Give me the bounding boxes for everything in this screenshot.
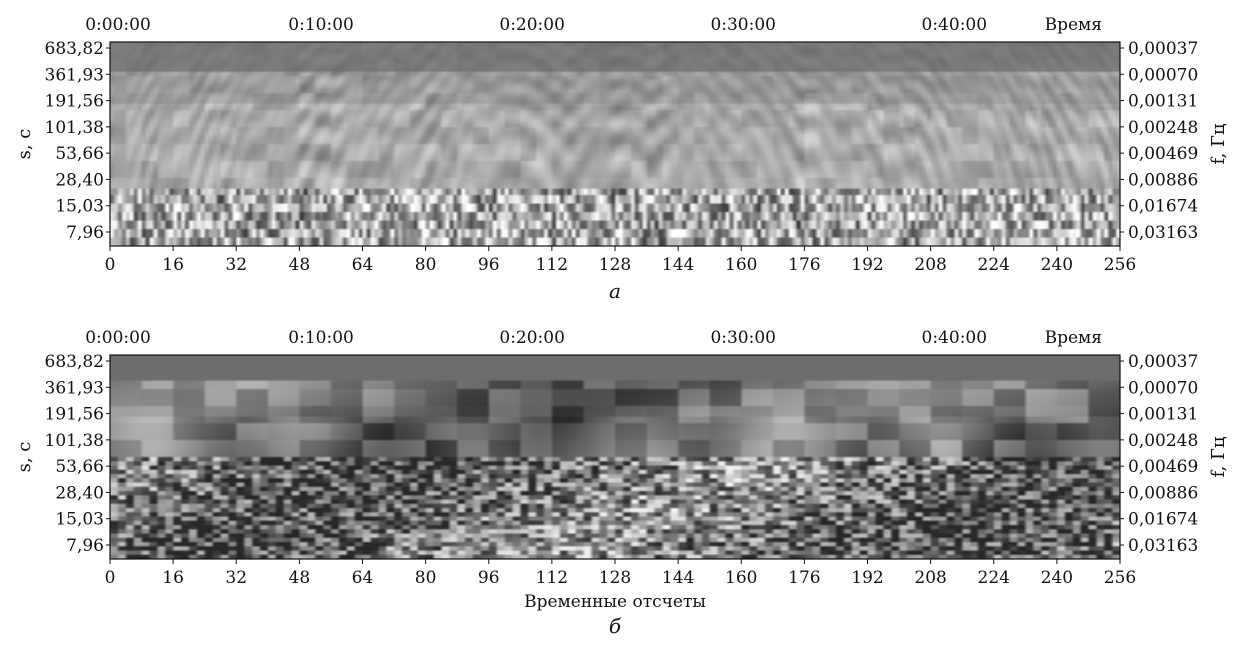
scalogram-panel-b: 0 16 32 48 64 80 96 112 128 144 160 176 192 208 224 240…: [0, 325, 1246, 650]
y-tick-label-right: 0,00070: [1128, 378, 1198, 398]
y-tick-label-left: 191,56: [45, 92, 104, 112]
time-tick-label: 0:00:00: [85, 15, 151, 35]
y-tick-label-right: 0,03163: [1128, 536, 1198, 556]
scalogram-b-svg: 0 16 32 48 64 80 96 112 128 144 160 176 192 208 224 240…: [14, 328, 1229, 638]
time-tick-label: 0:40:00: [922, 15, 988, 35]
time-axis-label: Время: [1045, 15, 1102, 35]
scalogram-panel-a: 0 16 32 48 64 80 96 112 128 144 160 176 192 208 224 240…: [0, 0, 1246, 318]
y-tick-label-left: 191,56: [45, 405, 104, 425]
y-axis-label-left: s, с: [14, 129, 35, 160]
x-tick-label: 64: [352, 568, 374, 588]
y-axis-label-right: f, Гц: [1208, 436, 1229, 477]
y-tick-label-left: 53,66: [55, 457, 104, 477]
x-tick-label: 176: [788, 568, 820, 588]
y-tick-label-right: 0,00248: [1128, 431, 1198, 451]
time-tick-label: 0:10:00: [288, 328, 354, 348]
y-tick-label-left: 683,82: [45, 39, 104, 59]
x-tick-label: 96: [478, 255, 500, 275]
scalogram-heatmap: [110, 42, 1120, 246]
y-tick-label-left: 683,82: [45, 352, 104, 372]
y-tick-label-left: 53,66: [55, 144, 104, 164]
time-tick-label: 0:00:00: [85, 328, 151, 348]
time-tick-label: 0:20:00: [499, 328, 565, 348]
x-tick-label: 224: [978, 568, 1010, 588]
y-axis-label-right: f, Гц: [1208, 123, 1229, 164]
y-tick-label-right: 0,00131: [1128, 92, 1198, 112]
x-tick-label: 176: [788, 255, 820, 275]
panel-letter: а: [609, 279, 621, 303]
x-tick-label: 256: [1104, 255, 1136, 275]
x-tick-label: 256: [1104, 568, 1136, 588]
time-axis-label: Время: [1045, 328, 1102, 348]
scalogram-heatmap: [110, 355, 1120, 559]
x-tick-label: 128: [599, 568, 631, 588]
x-tick-label: 144: [662, 568, 694, 588]
y-tick-label-left: 28,40: [55, 170, 104, 190]
y-tick-label-right: 0,00131: [1128, 405, 1198, 425]
x-tick-label: 0: [105, 255, 116, 275]
x-tick-label: 128: [599, 255, 631, 275]
y-tick-label-left: 101,38: [45, 431, 104, 451]
x-tick-label: 48: [289, 568, 311, 588]
time-tick-label: 0:20:00: [499, 15, 565, 35]
y-axis-label-left: s, с: [14, 442, 35, 473]
x-tick-label: 80: [415, 568, 437, 588]
time-tick-label: 0:10:00: [288, 15, 354, 35]
y-tick-label-right: 0,01674: [1128, 197, 1198, 217]
y-tick-label-left: 15,03: [55, 197, 104, 217]
time-tick-label: 0:30:00: [710, 328, 776, 348]
y-tick-label-right: 0,00070: [1128, 65, 1198, 85]
x-tick-label: 160: [725, 255, 757, 275]
y-tick-label-right: 0,00037: [1128, 39, 1198, 59]
y-tick-label-left: 28,40: [55, 483, 104, 503]
y-tick-label-right: 0,00469: [1128, 457, 1198, 477]
time-tick-label: 0:40:00: [922, 328, 988, 348]
x-tick-label: 16: [162, 255, 184, 275]
x-tick-label: 64: [352, 255, 374, 275]
x-tick-label: 208: [914, 568, 946, 588]
y-tick-label-right: 0,03163: [1128, 223, 1198, 243]
y-tick-label-left: 101,38: [45, 118, 104, 138]
y-tick-label-right: 0,01674: [1128, 510, 1198, 530]
y-tick-label-left: 15,03: [55, 510, 104, 530]
x-tick-label: 192: [851, 568, 883, 588]
x-tick-label: 32: [225, 568, 247, 588]
panel-letter: б: [609, 614, 622, 638]
y-tick-label-right: 0,00248: [1128, 118, 1198, 138]
x-tick-label: 112: [536, 568, 568, 588]
x-tick-label: 16: [162, 568, 184, 588]
y-tick-label-right: 0,00469: [1128, 144, 1198, 164]
y-tick-label-left: 7,96: [66, 223, 104, 243]
y-tick-label-right: 0,00886: [1128, 483, 1198, 503]
y-tick-label-left: 7,96: [66, 536, 104, 556]
x-tick-label: 224: [978, 255, 1010, 275]
x-tick-label: 240: [1041, 568, 1073, 588]
x-tick-label: 160: [725, 568, 757, 588]
time-tick-label: 0:30:00: [710, 15, 776, 35]
x-tick-label: 112: [536, 255, 568, 275]
scalogram-a-svg: 0 16 32 48 64 80 96 112 128 144 160 176 192 208 224 240…: [14, 15, 1229, 303]
x-tick-label: 208: [914, 255, 946, 275]
y-tick-label-right: 0,00886: [1128, 170, 1198, 190]
x-axis-label: Временные отсчеты: [524, 592, 706, 612]
x-tick-label: 96: [478, 568, 500, 588]
x-tick-label: 144: [662, 255, 694, 275]
x-tick-label: 240: [1041, 255, 1073, 275]
y-tick-label-left: 361,93: [45, 378, 104, 398]
x-tick-label: 32: [225, 255, 247, 275]
x-tick-label: 80: [415, 255, 437, 275]
y-tick-label-right: 0,00037: [1128, 352, 1198, 372]
y-tick-label-left: 361,93: [45, 65, 104, 85]
x-tick-label: 192: [851, 255, 883, 275]
x-tick-label: 0: [105, 568, 116, 588]
x-tick-label: 48: [289, 255, 311, 275]
